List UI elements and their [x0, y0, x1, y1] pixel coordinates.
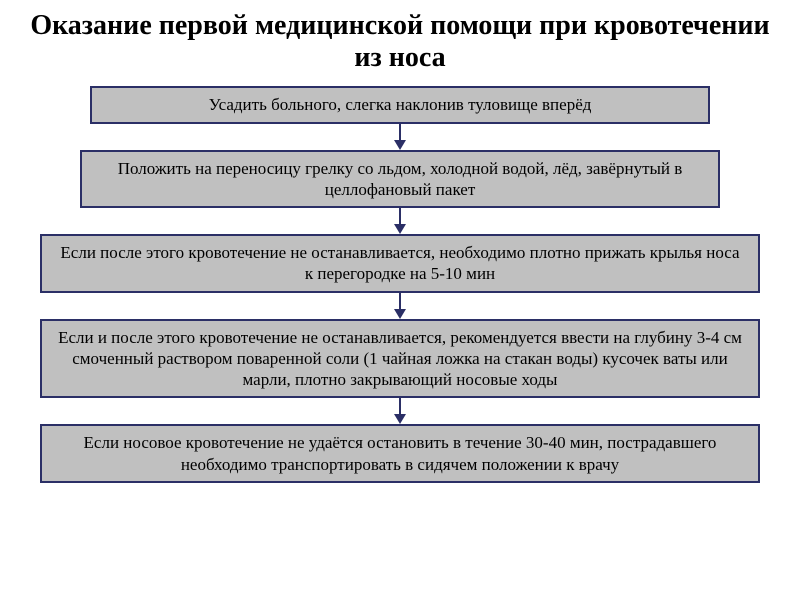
flowchart: Усадить больного, слегка наклонив тулови… [30, 86, 770, 483]
flow-step: Если носовое кровотечение не удаётся ост… [40, 424, 760, 483]
page-container: Оказание первой медицинской помощи при к… [0, 0, 800, 600]
flow-step: Если и после этого кровотечение не остан… [40, 319, 760, 399]
flow-arrow [394, 293, 406, 319]
flow-step: Положить на переносицу грелку со льдом, … [80, 150, 720, 209]
flow-arrow [394, 208, 406, 234]
flow-step: Усадить больного, слегка наклонив тулови… [90, 86, 710, 123]
flow-step: Если после этого кровотечение не останав… [40, 234, 760, 293]
flow-arrow [394, 124, 406, 150]
page-title: Оказание первой медицинской помощи при к… [30, 10, 770, 74]
flow-arrow [394, 398, 406, 424]
